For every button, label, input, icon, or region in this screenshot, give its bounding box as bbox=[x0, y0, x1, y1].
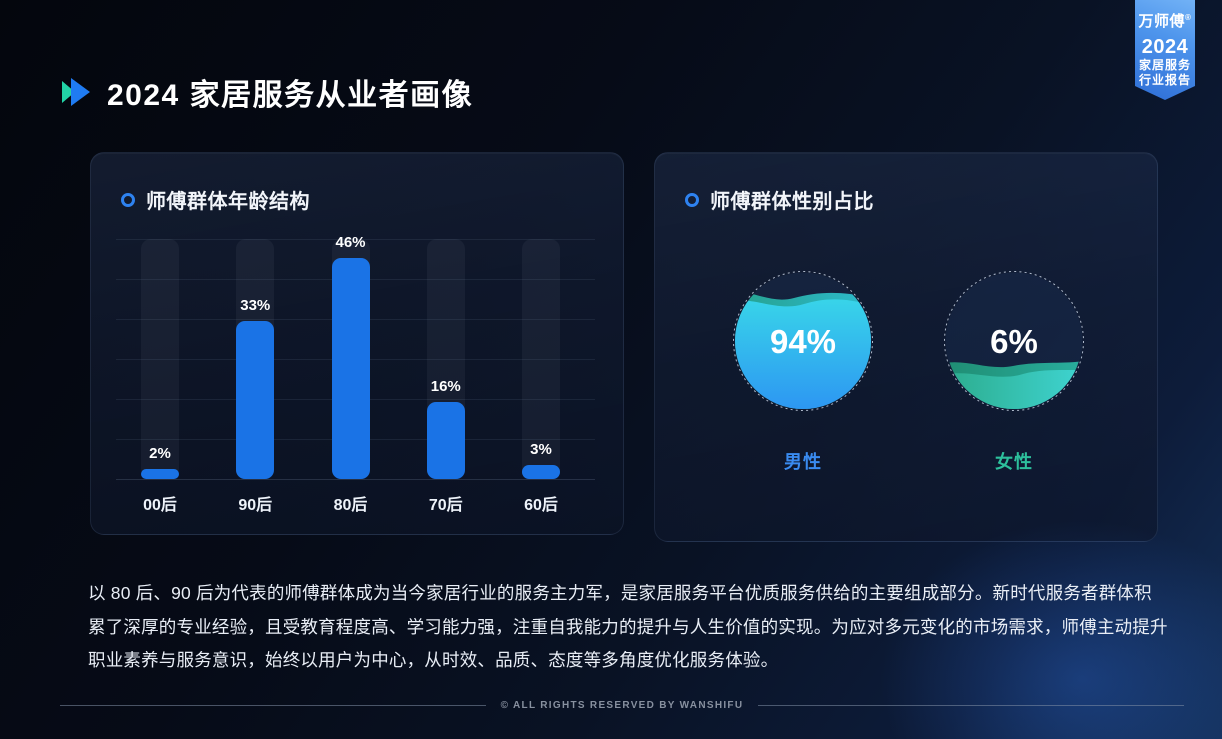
female-percentage: 6% bbox=[990, 323, 1038, 360]
badge-subtitle-1: 家居服务 bbox=[1138, 58, 1191, 72]
female-wave-front bbox=[946, 366, 1082, 409]
gender-card-header: 师傅群体性别占比 bbox=[685, 185, 874, 214]
bar-fill bbox=[426, 402, 465, 479]
ring-bullet-icon bbox=[685, 192, 699, 207]
age-card-title: 师傅群体年龄结构 bbox=[146, 191, 310, 213]
paragraph-line: 累了深厚的专业经验，且受教育程度高、学习能力强，注重自我能力的提升与人生价值的实… bbox=[88, 616, 1168, 637]
gender-card-title: 师傅群体性别占比 bbox=[710, 191, 874, 213]
registered-mark: ® bbox=[1185, 13, 1192, 22]
bar-value-label: 16% bbox=[430, 378, 461, 395]
paragraph-line: 以 80 后、90 后为代表的师傅群体成为当今家居行业的服务主力军，是家居服务平… bbox=[88, 583, 1152, 603]
bar-category-label: 00后 bbox=[143, 497, 177, 514]
bar-value-label: 2% bbox=[149, 445, 171, 462]
bar-fill bbox=[522, 465, 560, 479]
report-badge-ribbon: 万师傅® 2024 家居服务 行业报告 bbox=[1135, 0, 1195, 100]
bar-value-label: 33% bbox=[240, 297, 271, 314]
gridline bbox=[116, 479, 595, 480]
bar-fill bbox=[141, 469, 179, 479]
page-footer: © ALL RIGHTS RESERVED BY WANSHIFU bbox=[60, 700, 1185, 711]
page-header: 2024 家居服务从业者画像 bbox=[62, 70, 473, 114]
gridline bbox=[116, 239, 595, 240]
bar-category-label: 90后 bbox=[238, 497, 273, 514]
paragraph-line: 职业素养与服务意识，始终以用户为中心，从时效、品质、态度等多角度优化服务体验。 bbox=[88, 650, 779, 670]
summary-paragraph: 以 80 后、90 后为代表的师傅群体成为当今家居行业的服务主力军，是家居服务平… bbox=[88, 577, 1168, 678]
male-label: 男性 bbox=[784, 452, 822, 472]
bar-column: 16% 70后 bbox=[426, 239, 465, 514]
copyright-text: © ALL RIGHTS RESERVED BY WANSHIFU bbox=[500, 700, 744, 711]
dotted-circle-border bbox=[944, 271, 1084, 411]
bar-columns: 2% 00后 33% 90后 46% 80后 16% 70后 3% 60后 bbox=[141, 234, 560, 514]
bar-track bbox=[141, 239, 179, 479]
age-structure-card: 师傅群体年龄结构 2% 00后 33% 90后 46% 80后 16% 70后 3% 60后 bbox=[90, 152, 624, 535]
bar-column: 2% 00后 bbox=[141, 239, 179, 514]
bar-column: 3% 60后 bbox=[522, 239, 560, 514]
badge-year: 2024 bbox=[1141, 36, 1189, 58]
fast-forward-icon bbox=[62, 76, 94, 108]
male-liquid-chart: 94% 男性 bbox=[728, 266, 878, 474]
gender-ratio-card: 师傅群体性别占比 bbox=[654, 152, 1158, 542]
bar-category-label: 60后 bbox=[524, 497, 558, 514]
female-label: 女性 bbox=[995, 452, 1033, 472]
brand-logo: 万师傅® bbox=[1138, 13, 1192, 30]
bar-value-label: 3% bbox=[530, 441, 552, 458]
footer-divider-right bbox=[758, 705, 1185, 706]
female-liquid-chart: 6% 女性 bbox=[939, 266, 1089, 474]
ring-bullet-icon bbox=[121, 192, 135, 207]
bar-column: 33% 90后 bbox=[236, 239, 275, 514]
dotted-circle-border bbox=[733, 271, 873, 411]
bar-column: 46% 80后 bbox=[331, 234, 370, 514]
page-title: 2024 家居服务从业者画像 bbox=[107, 79, 474, 112]
male-percentage: 94% bbox=[770, 323, 836, 360]
age-card-header: 师傅群体年龄结构 bbox=[121, 185, 310, 214]
bar-fill bbox=[331, 258, 370, 479]
bar-track bbox=[522, 239, 560, 479]
footer-divider-left bbox=[60, 705, 486, 706]
bar-fill bbox=[236, 321, 275, 479]
bar-category-label: 80后 bbox=[333, 497, 368, 514]
bar-value-label: 46% bbox=[335, 234, 366, 251]
badge-subtitle-2: 行业报告 bbox=[1138, 73, 1191, 87]
bar-category-label: 70后 bbox=[428, 497, 463, 514]
